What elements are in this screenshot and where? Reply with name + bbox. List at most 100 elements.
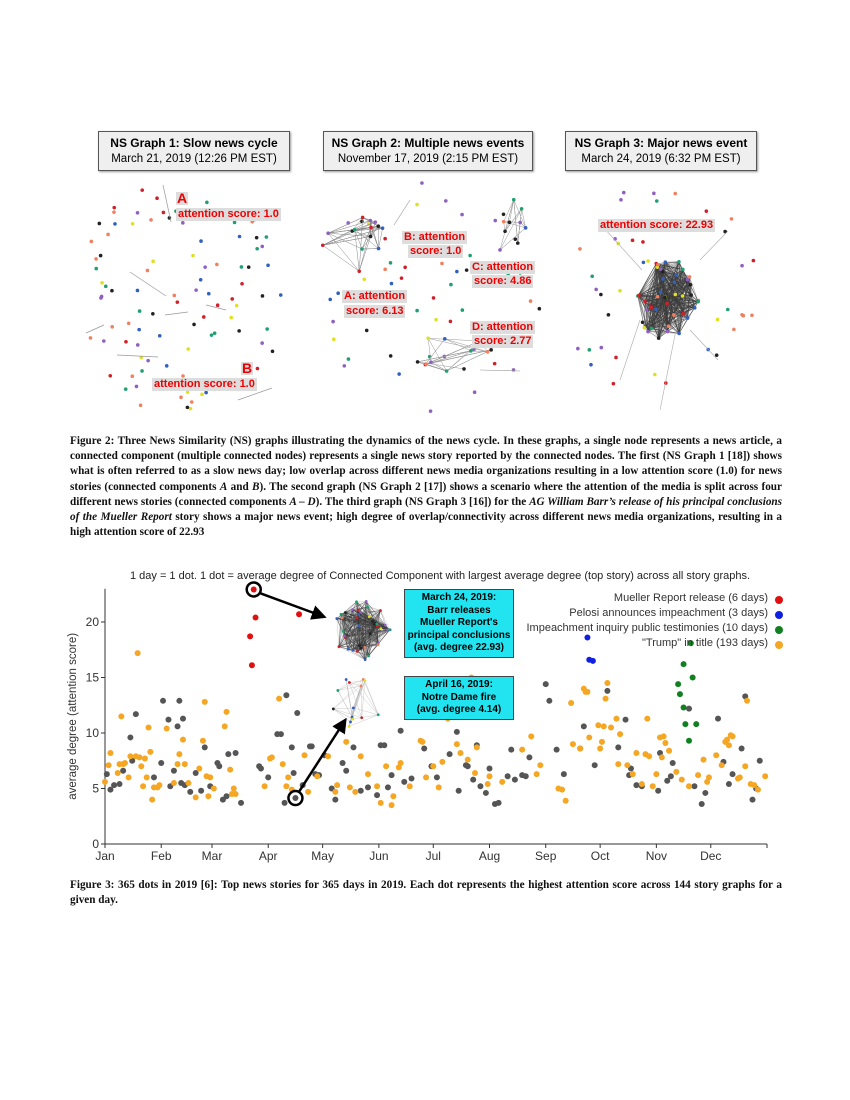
inset-graph-edge	[343, 631, 360, 646]
data-point	[633, 782, 640, 789]
graph-edge	[658, 317, 688, 339]
graph-edge	[638, 295, 649, 332]
graph-edge	[637, 295, 665, 298]
graph-edge	[638, 279, 688, 296]
graph-edge	[638, 282, 675, 296]
graph-node	[714, 353, 719, 357]
graph-node	[260, 244, 265, 249]
graph-edge	[662, 271, 675, 283]
inset-graph-edge	[344, 609, 353, 638]
data-point	[423, 774, 430, 781]
inset-graph-edge	[357, 629, 391, 652]
graph-edge	[662, 278, 691, 285]
graph-edge	[655, 263, 666, 298]
graph-edge	[678, 294, 692, 334]
graph-edge	[647, 294, 692, 332]
inset-graph-edge	[345, 612, 375, 625]
graph-edge	[664, 297, 669, 327]
inset-graph-edge	[344, 633, 371, 637]
graph-edge	[674, 276, 690, 283]
y-tick-label: 10	[86, 726, 100, 740]
graph-edge	[675, 294, 684, 314]
graph-edge	[637, 263, 657, 297]
graph-edge	[644, 276, 690, 302]
inset-graph-edge	[352, 606, 368, 610]
graph-edge	[651, 276, 690, 329]
inset-graph-edge	[338, 629, 388, 647]
inset-graph-edge	[358, 621, 373, 626]
data-point	[102, 778, 108, 785]
graph-edge	[682, 269, 692, 296]
graph-node	[189, 400, 194, 404]
inset-graph-edge	[364, 601, 367, 660]
graph-edge	[662, 278, 675, 316]
data-point	[495, 799, 502, 806]
inset-graph-edge	[357, 607, 368, 652]
graph-edge	[665, 262, 691, 285]
graph-edge	[651, 309, 657, 329]
inset-graph-edge	[343, 601, 367, 632]
graph-edge	[648, 331, 680, 334]
graph-edge	[658, 271, 663, 339]
graph-edge	[638, 295, 658, 297]
data-point	[504, 773, 511, 780]
graph-edge	[657, 296, 668, 332]
graph-edge	[665, 295, 683, 298]
legend-trump: "Trump" in title (193 days)	[641, 637, 768, 649]
inset-graph-edge	[345, 612, 371, 634]
graph-edge	[646, 309, 674, 316]
graph-node	[215, 262, 219, 267]
inset-graph-edge	[367, 607, 379, 645]
inset-graph-edge	[338, 646, 353, 651]
graph-edge	[655, 297, 666, 310]
graph-edge	[678, 295, 683, 334]
inset-graph-edge	[364, 643, 379, 648]
graph-edge	[678, 276, 690, 334]
inset-graph-edge	[338, 646, 349, 650]
graph-edge	[644, 282, 675, 328]
inset-graph-edge	[370, 629, 388, 634]
inset-graph-edge	[338, 618, 343, 647]
graph-edge	[664, 274, 677, 298]
inset-graph-node	[359, 684, 363, 688]
inset-graph-node	[351, 717, 355, 721]
graph-edge	[666, 303, 675, 316]
graph-node	[403, 265, 407, 270]
graph-edge	[664, 297, 695, 309]
graph-edge	[637, 284, 691, 297]
graph-edge	[644, 294, 676, 302]
inset-graph-edge	[344, 612, 362, 638]
graph-edge	[644, 269, 661, 328]
inset-graph-edge	[357, 610, 381, 652]
inset-graph-edge	[340, 609, 353, 615]
graph-node	[528, 299, 533, 303]
graph-edge	[664, 295, 683, 298]
inset-graph-edge	[356, 601, 370, 617]
graph-edge	[656, 263, 675, 283]
inset-graph-edge	[356, 617, 360, 646]
graph-edge	[519, 208, 522, 223]
graph-edge	[655, 263, 659, 339]
data-point	[201, 744, 208, 751]
y-axis-label: average degree (attention score)	[67, 633, 79, 800]
graph-edge	[667, 314, 675, 332]
inset-graph-edge	[347, 633, 371, 650]
arrow	[298, 717, 347, 792]
graph-edge	[646, 309, 680, 334]
graph-edge	[664, 297, 684, 314]
data-point	[686, 705, 693, 712]
graph-edge	[656, 261, 679, 264]
graph-node	[646, 259, 650, 263]
inset-graph-edge	[358, 614, 369, 656]
graph-edge	[651, 261, 680, 308]
inset-graph-edge	[358, 614, 362, 649]
data-point	[680, 661, 687, 668]
inset-graph-edge	[345, 624, 386, 638]
graph-edge	[517, 222, 521, 244]
inset-graph-edge	[356, 617, 379, 644]
graph-edge	[678, 276, 690, 334]
graph-node	[637, 293, 641, 298]
graph-edge	[660, 292, 699, 302]
x-tick-label: Oct	[591, 849, 610, 863]
inset-graph-edge	[336, 609, 353, 619]
